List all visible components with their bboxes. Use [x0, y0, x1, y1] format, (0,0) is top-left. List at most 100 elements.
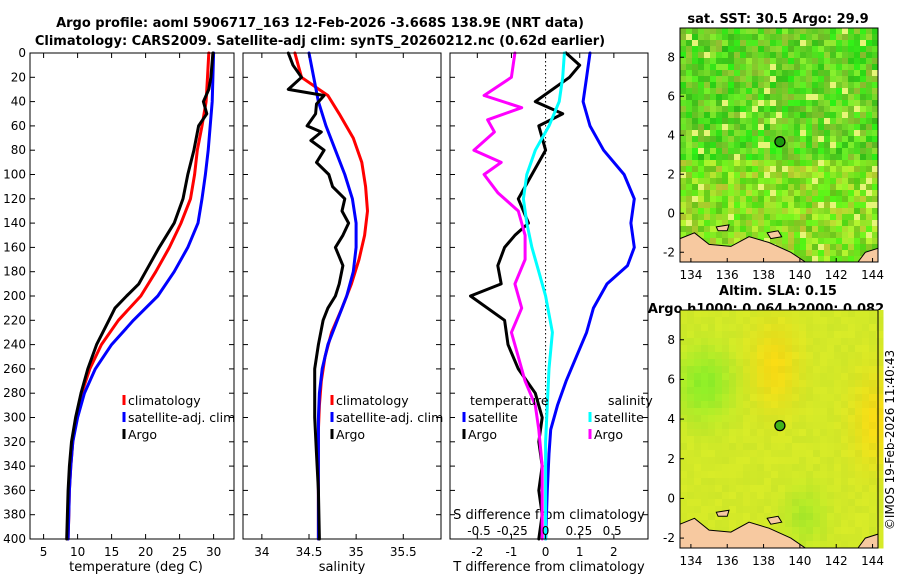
- sst-map-cell: [818, 244, 825, 251]
- sst-map-cell: [794, 244, 801, 251]
- sst-map-cell: [710, 70, 717, 77]
- sst-map-cell: [818, 124, 825, 131]
- sst-map-cell: [866, 166, 873, 173]
- sst-map-cell: [788, 34, 795, 41]
- sst-map-cell: [746, 136, 753, 143]
- sst-map-cell: [824, 178, 831, 185]
- sst-map-land: [715, 224, 730, 232]
- sst-map-cell: [692, 76, 699, 83]
- sla-map-cell: [820, 373, 828, 381]
- sst-map-cell: [872, 76, 879, 83]
- sla-map-cell: [827, 387, 835, 395]
- sst-map-cell: [752, 142, 759, 149]
- sla-map-cell: [743, 345, 751, 353]
- sla-map-cell: [785, 359, 793, 367]
- sst-map-cell: [836, 124, 843, 131]
- sst-map-cell: [818, 202, 825, 209]
- sla-map-cell: [757, 422, 765, 430]
- sst-map-cell: [728, 40, 735, 47]
- sla-map-cell: [687, 422, 695, 430]
- sla-map-cell: [869, 436, 877, 444]
- sla-map-cell: [694, 338, 702, 346]
- sst-map-cell: [872, 196, 879, 203]
- sst-map-cell: [716, 130, 723, 137]
- sla-map-cell: [764, 443, 772, 451]
- sst-map-cell: [728, 142, 735, 149]
- sla-map-cell: [813, 506, 821, 514]
- sst-map-cell: [728, 196, 735, 203]
- sst-map-cell: [770, 136, 777, 143]
- sla-map-cell: [841, 373, 849, 381]
- sst-map-cell: [710, 124, 717, 131]
- sst-map-cell: [710, 58, 717, 65]
- sst-map-cell: [800, 256, 807, 263]
- sst-map-cell: [698, 124, 705, 131]
- sst-map-cell: [794, 34, 801, 41]
- sla-map-cell: [848, 464, 856, 472]
- sst-map-cell: [812, 88, 819, 95]
- sla-map-cell: [687, 485, 695, 493]
- sla-map-cell: [820, 464, 828, 472]
- sla-map-cell: [841, 513, 849, 521]
- sst-map-cell: [788, 112, 795, 119]
- sla-map-cell: [729, 520, 737, 528]
- sla-map-cell: [876, 513, 884, 521]
- sla-map-cell: [729, 422, 737, 430]
- sst-map-cell: [686, 154, 693, 161]
- sla-map-cell: [694, 373, 702, 381]
- sst-map-cell: [716, 112, 723, 119]
- sla-map-cell: [771, 450, 779, 458]
- temperature-x-tick-label: 20: [138, 545, 153, 559]
- sst-map-cell: [866, 202, 873, 209]
- sst-map-title: sat. SST: 30.5 Argo: 29.9: [687, 12, 868, 27]
- sla-map-cell: [750, 338, 758, 346]
- sla-map-cell: [715, 310, 723, 318]
- sla-map-cell: [869, 310, 877, 318]
- sst-map-cell: [812, 232, 819, 239]
- sla-map-cell: [708, 373, 716, 381]
- sla-map-cell: [757, 457, 765, 465]
- sst-map-cell: [860, 40, 867, 47]
- sla-map-cell: [715, 429, 723, 437]
- sst-map-cell: [806, 70, 813, 77]
- sla-map-cell: [820, 366, 828, 374]
- sst-map-cell: [734, 70, 741, 77]
- sst-map-cell: [848, 130, 855, 137]
- sst-map-cell: [728, 154, 735, 161]
- sla-map-cell: [701, 520, 709, 528]
- sst-map-cell: [764, 88, 771, 95]
- sst-map-cell: [866, 112, 873, 119]
- sla-map-cell: [701, 352, 709, 360]
- sst-map-cell: [806, 184, 813, 191]
- sst-map-cell: [842, 64, 849, 71]
- sst-map-cell: [818, 154, 825, 161]
- sst-map-cell: [740, 40, 747, 47]
- sla-map-cell: [757, 408, 765, 416]
- sst-map-cell: [764, 28, 771, 35]
- sla-map-cell: [869, 415, 877, 423]
- sst-map-cell: [758, 70, 765, 77]
- sla-map-cell: [827, 534, 835, 542]
- sla-map-cell: [715, 492, 723, 500]
- sst-map-cell: [734, 88, 741, 95]
- sla-map-cell: [757, 506, 765, 514]
- sst-map-cell: [806, 64, 813, 71]
- sst-map-cell: [776, 34, 783, 41]
- sla-map-cell: [715, 394, 723, 402]
- sst-map-cell: [860, 76, 867, 83]
- sla-map-cell: [778, 317, 786, 325]
- sst-map-cell: [758, 172, 765, 179]
- sst-map-cell: [698, 154, 705, 161]
- sst-map-cell: [860, 34, 867, 41]
- sst-map-cell: [722, 46, 729, 53]
- sla-map-cell: [701, 450, 709, 458]
- sst-map-cell: [728, 190, 735, 197]
- sla-map-cell: [785, 352, 793, 360]
- sst-map-cell: [860, 190, 867, 197]
- sst-map-cell: [776, 202, 783, 209]
- sla-map-cell: [687, 478, 695, 486]
- sla-map-cell: [806, 415, 814, 423]
- sst-map-cell: [734, 220, 741, 227]
- sst-map-cell: [710, 190, 717, 197]
- sla-map-cell: [785, 429, 793, 437]
